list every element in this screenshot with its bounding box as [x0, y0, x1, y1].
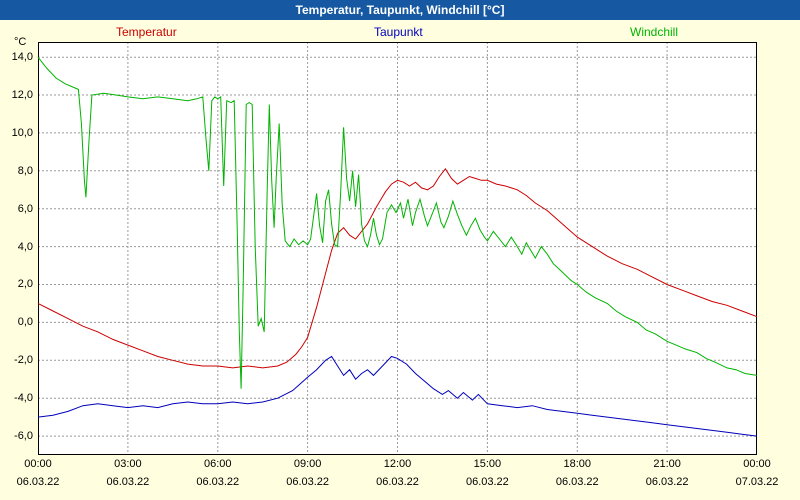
x-tick-time: 15:00: [473, 458, 502, 470]
chart-plot: [37, 42, 758, 455]
y-tick-label: 2,0: [17, 278, 33, 291]
x-tick-date: 06.03.22: [645, 476, 689, 488]
y-tick-label: 4,0: [17, 240, 33, 253]
x-tick-date: 06.03.22: [196, 476, 240, 488]
x-tick-time: 09:00: [293, 458, 322, 470]
x-tick-time: 12:00: [383, 458, 412, 470]
x-tick-date: 06.03.22: [16, 476, 60, 488]
legend-windchill: Windchill: [630, 25, 679, 39]
y-tick-label: -6,0: [14, 430, 33, 443]
x-tick-date: 06.03.22: [286, 476, 330, 488]
y-tick-label: -4,0: [14, 392, 33, 405]
window-title: Temperatur, Taupunkt, Windchill [°C]: [0, 0, 800, 20]
y-tick-label: 10,0: [11, 126, 33, 139]
y-axis-unit: °C: [14, 36, 27, 48]
legend-taupunkt: Taupunkt: [374, 25, 423, 39]
x-tick-time: 21:00: [653, 458, 681, 470]
legend-temperatur: Temperatur: [116, 25, 177, 39]
x-tick-time: 03:00: [114, 458, 142, 470]
y-tick-label: 14,0: [11, 51, 33, 64]
y-tick-label: -2,0: [14, 354, 33, 367]
x-tick-date: 06.03.22: [376, 476, 419, 488]
x-tick-time: 00:00: [24, 458, 52, 470]
x-tick-date: 06.03.22: [465, 476, 509, 488]
y-tick-label: 12,0: [11, 89, 33, 102]
x-tick-time: 06:00: [203, 458, 232, 470]
y-tick-label: 0,0: [17, 316, 33, 329]
x-tick-date: 06.03.22: [555, 476, 599, 488]
x-tick-date: 07.03.22: [735, 476, 779, 488]
x-tick-date: 06.03.22: [106, 476, 150, 488]
y-tick-label: 8,0: [17, 164, 33, 177]
y-tick-label: 6,0: [17, 202, 33, 215]
x-tick-time: 18:00: [563, 458, 592, 470]
x-tick-time: 00:00: [743, 458, 771, 470]
